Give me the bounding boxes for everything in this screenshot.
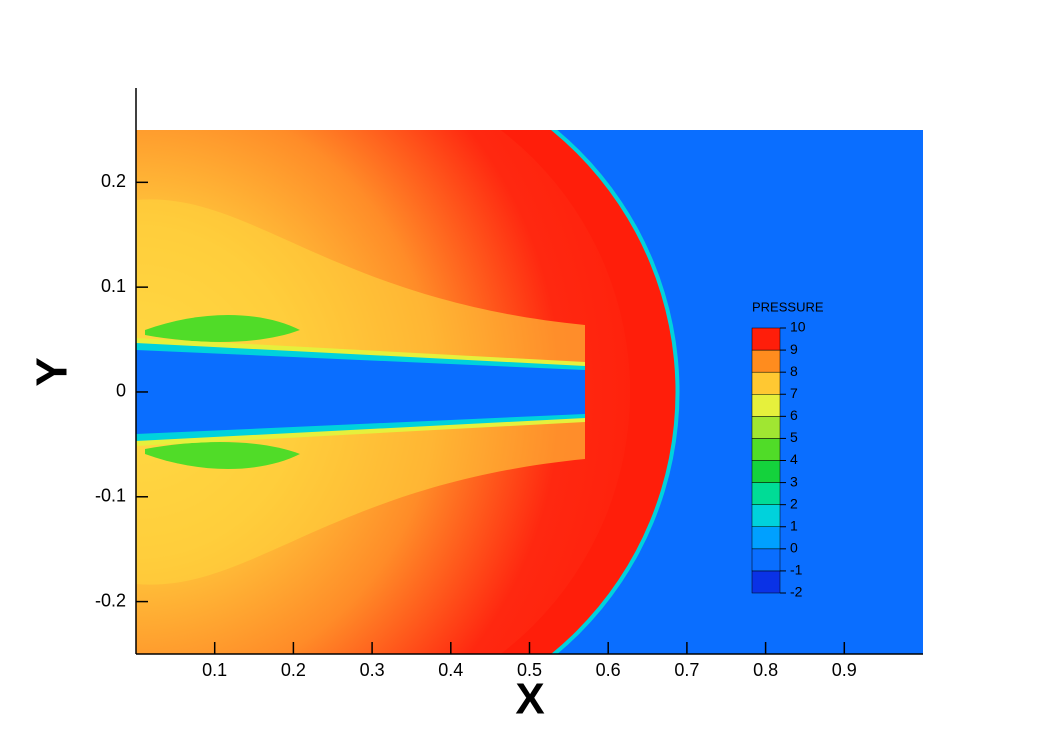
colorbar-band <box>751 349 781 373</box>
x-tick-label: 0.2 <box>281 660 306 680</box>
colorbar-label: 2 <box>790 495 798 511</box>
x-tick-label: 0.7 <box>674 660 699 680</box>
colorbar-label: 3 <box>790 473 798 489</box>
colorbar-label: 10 <box>790 319 806 335</box>
x-axis-label: X <box>515 675 544 724</box>
colorbar-title: PRESSURE <box>752 299 824 314</box>
x-tick-label: 0.9 <box>832 660 857 680</box>
colorbar-label: 4 <box>790 451 798 467</box>
colorbar-label: 7 <box>790 385 798 401</box>
y-tick-label: 0.2 <box>101 171 126 191</box>
y-tick-label: -0.2 <box>95 590 126 610</box>
pressure-field <box>136 130 923 654</box>
x-tick-label: 0.6 <box>596 660 621 680</box>
colorbar-band <box>751 504 781 527</box>
colorbar-label: 8 <box>790 363 798 379</box>
colorbar-band <box>751 327 781 351</box>
colorbar-band <box>751 548 781 572</box>
colorbar-label: 0 <box>790 540 798 556</box>
y-axis-label: Y <box>28 357 77 386</box>
colorbar-band <box>751 371 781 395</box>
x-tick-label: 0.4 <box>438 660 463 680</box>
x-tick-label: 0.3 <box>360 660 385 680</box>
y-tick-label: 0 <box>116 381 126 401</box>
colorbar-band <box>751 482 781 505</box>
colorbar-band <box>751 526 781 550</box>
colorbar-band <box>751 416 781 439</box>
y-tick-label: 0.1 <box>101 276 126 296</box>
colorbar-label: 5 <box>790 429 798 445</box>
colorbar-band <box>751 394 781 417</box>
x-tick-label: 0.1 <box>202 660 227 680</box>
colorbar-label: 1 <box>790 517 798 533</box>
x-tick-label: 0.8 <box>753 660 778 680</box>
y-tick-label: -0.1 <box>95 486 126 506</box>
colorbar-label: -1 <box>790 562 803 578</box>
colorbar-label: -2 <box>790 584 803 600</box>
colorbar-label: 9 <box>790 341 798 357</box>
colorbar-band <box>751 460 781 483</box>
colorbar-band <box>751 570 781 594</box>
colorbar-band <box>751 438 781 461</box>
x-tick-label: 0.5 <box>517 660 542 680</box>
colorbar-label: 6 <box>790 407 798 423</box>
